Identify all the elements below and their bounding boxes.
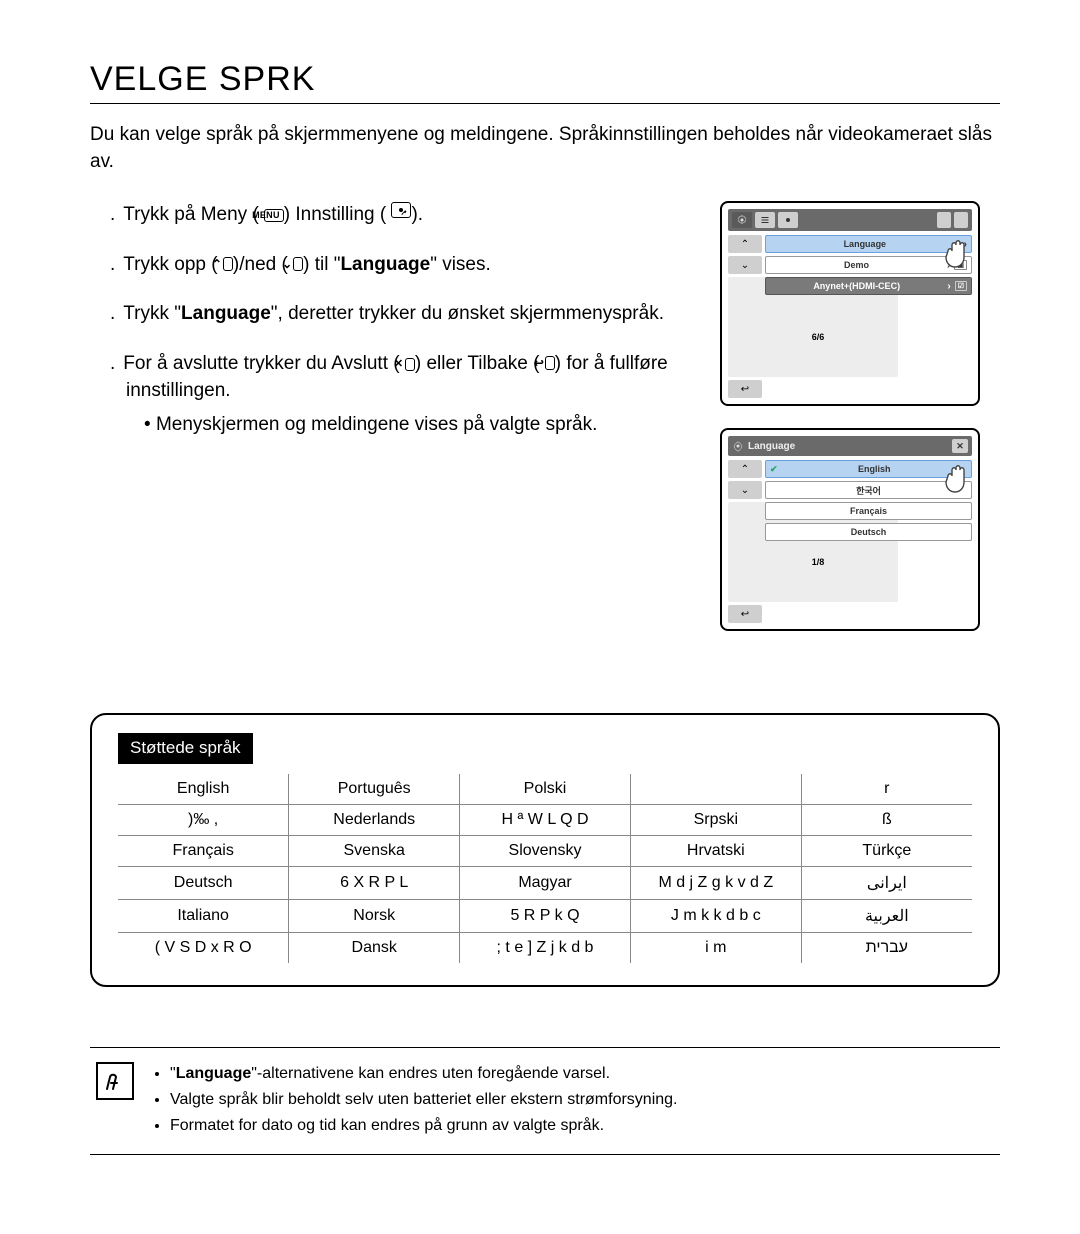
step-2-text-b: )/ned ( <box>233 254 288 275</box>
supported-languages-title: Støttede språk <box>118 733 253 764</box>
hand-pointer-icon <box>938 233 978 273</box>
lang-cell <box>630 774 801 805</box>
lang-cell: r <box>801 774 972 805</box>
lang-cell: Svenska <box>289 836 460 867</box>
lang-cell: ( V S D x R O <box>118 933 289 964</box>
step-3: .Trykk "Language", deretter trykker du ø… <box>90 300 700 328</box>
lang-cell: Norsk <box>289 900 460 933</box>
lang-option-french: Français <box>765 502 972 520</box>
step-1: .Trykk på Meny ( MENU) Innstilling ( ). <box>90 201 700 229</box>
supported-languages-box: Støttede språk EnglishPortuguêsPolski r )‰… <box>90 713 1000 987</box>
lang-cell: ; t e ] Z j k d b <box>460 933 631 964</box>
note-icon <box>96 1062 134 1100</box>
up-arrow-icon: ⌃ <box>223 257 233 271</box>
step-2-text-c: ) til " <box>303 254 340 275</box>
back-arrow-icon: ↩ <box>545 356 555 370</box>
screenshot-2-title: Language <box>748 441 795 452</box>
lang-cell: Srpski <box>630 805 801 836</box>
step-2-text-d: " vises. <box>430 254 491 275</box>
lang-cell: M d j Z g k v d Z <box>630 867 801 900</box>
step-4-subtext: Menyskjermen og meldingene vises på valg… <box>126 411 700 439</box>
settings-screenshot-1: ⌃ ⌄ 6/6 ↩ Language › Demo ›▣ <box>720 201 980 406</box>
lang-cell: Polski <box>460 774 631 805</box>
illustration-column: ⌃ ⌄ 6/6 ↩ Language › Demo ›▣ <box>720 201 1000 653</box>
scroll-up-button: ⌃ <box>728 235 762 253</box>
languages-table: EnglishPortuguêsPolski r )‰ ,NederlandsH ª… <box>118 774 972 963</box>
lang-cell: Türkçe <box>801 836 972 867</box>
lang-cell: H ª W L Q D <box>460 805 631 836</box>
lang-cell: 6 X R P L <box>289 867 460 900</box>
step-4-text-b: ) eller Tilbake ( <box>415 353 540 374</box>
back-button: ↩ <box>728 605 762 623</box>
step-4-text-a: For å avslutte trykker du Avslutt ( <box>123 353 399 374</box>
lang-cell: Português <box>289 774 460 805</box>
steps-column: .Trykk på Meny ( MENU) Innstilling ( ). … <box>90 201 700 653</box>
down-arrow-icon: ⌄ <box>293 257 303 271</box>
lang-option-german: Deutsch <box>765 523 972 541</box>
step-4: .For å avslutte trykker du Avslutt ( ✕) … <box>90 350 700 439</box>
page-title: VELGE SPRK <box>90 60 1000 99</box>
intro-text: Du kan velge språk på skjermmenyene og m… <box>90 122 1000 175</box>
lang-cell: العربية <box>801 900 972 933</box>
gear-icon <box>391 202 411 218</box>
note-item-2: Valgte språk blir beholdt selv uten batt… <box>170 1088 678 1112</box>
step-1-text-b: ) Innstilling ( <box>284 204 386 225</box>
lang-cell: Deutsch <box>118 867 289 900</box>
scroll-down-button: ⌄ <box>728 256 762 274</box>
note-item-1: "Language"-alternativene kan endres uten… <box>170 1062 678 1086</box>
lang-cell: Hrvatski <box>630 836 801 867</box>
gear-tab-icon <box>732 212 752 228</box>
gear-icon <box>732 440 744 452</box>
close-icon: ✕ <box>405 358 415 371</box>
lang-cell: Français <box>118 836 289 867</box>
lang-cell: i m <box>630 933 801 964</box>
title-rule <box>90 103 1000 104</box>
step-1-text-a: Trykk på Meny ( <box>123 204 259 225</box>
close-button-icon: ✕ <box>952 439 968 453</box>
scroll-up-button: ⌃ <box>728 460 762 478</box>
hand-pointer-icon <box>938 458 978 498</box>
step-2: .Trykk opp ( ⌃)/ned ( ⌄) til "Language" … <box>90 251 700 279</box>
lang-cell: Italiano <box>118 900 289 933</box>
lang-cell: Nederlands <box>289 805 460 836</box>
lang-cell: Dansk <box>289 933 460 964</box>
back-button: ↩ <box>728 380 762 398</box>
list-tab-icon <box>755 212 775 228</box>
lang-cell: ايرانى <box>801 867 972 900</box>
lang-cell: Magyar <box>460 867 631 900</box>
menu-row-anynet: Anynet+(HDMI-CEC) ›☑ <box>765 277 972 295</box>
lang-cell: English <box>118 774 289 805</box>
lang-cell: Slovensky <box>460 836 631 867</box>
battery-icon <box>937 212 951 228</box>
step-3-text-a: Trykk " <box>123 303 181 324</box>
note-item-3: Formatet for dato og tid kan endres på g… <box>170 1114 678 1138</box>
card-icon <box>954 212 968 228</box>
step-2-text-a: Trykk opp ( <box>123 254 217 275</box>
lang-cell: עברית <box>801 933 972 964</box>
lang-cell: J m k k d b c <box>630 900 801 933</box>
step-3-text-b: ", deretter trykker du ønsket skjermmeny… <box>271 303 664 324</box>
menu-button-icon: MENU <box>264 209 284 222</box>
lang-cell: )‰ , <box>118 805 289 836</box>
note-box: "Language"-alternativene kan endres uten… <box>90 1047 1000 1155</box>
step-1-text-c: ). <box>411 204 423 225</box>
lang-cell: ß <box>801 805 972 836</box>
scroll-down-button: ⌄ <box>728 481 762 499</box>
step-2-language-word: Language <box>340 254 430 275</box>
lang-cell: 5 R P k Q <box>460 900 631 933</box>
brightness-tab-icon <box>778 212 798 228</box>
settings-screenshot-2: Language ✕ ⌃ ⌄ 1/8 ↩ ✔English 한국어 França… <box>720 428 980 631</box>
step-3-language-word: Language <box>181 303 271 324</box>
